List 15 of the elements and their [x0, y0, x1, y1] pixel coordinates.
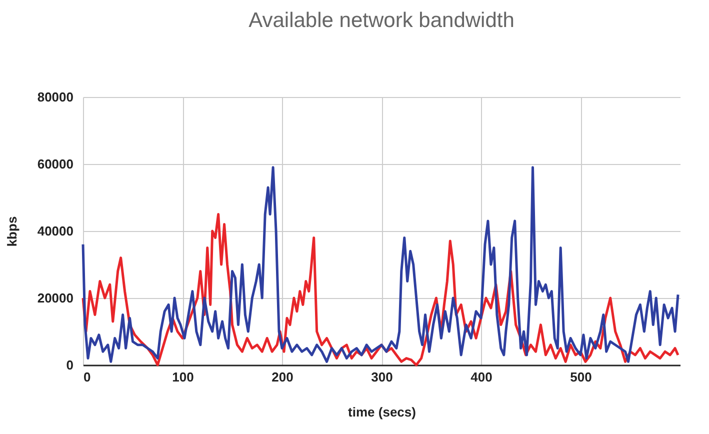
x-axis-title: time (secs) [348, 404, 416, 420]
x-tick-label: 500 [570, 370, 592, 384]
x-tick-label: 200 [272, 370, 294, 384]
x-tick-label: 100 [172, 370, 194, 384]
y-axis-title: kbps [4, 216, 20, 247]
y-tick-label: 60000 [37, 156, 74, 172]
y-tick-label: 40000 [37, 224, 74, 238]
x-tick-label: 0 [84, 370, 91, 384]
y-tick-label: 0 [66, 358, 74, 372]
chart-title: Available network bandwidth [248, 9, 514, 32]
line-series [82, 166, 680, 363]
y-tick-label: 20000 [37, 290, 74, 306]
x-tick-label: 400 [470, 370, 492, 384]
x-tick-label: 300 [371, 370, 393, 384]
y-tick-label: 80000 [37, 90, 74, 104]
